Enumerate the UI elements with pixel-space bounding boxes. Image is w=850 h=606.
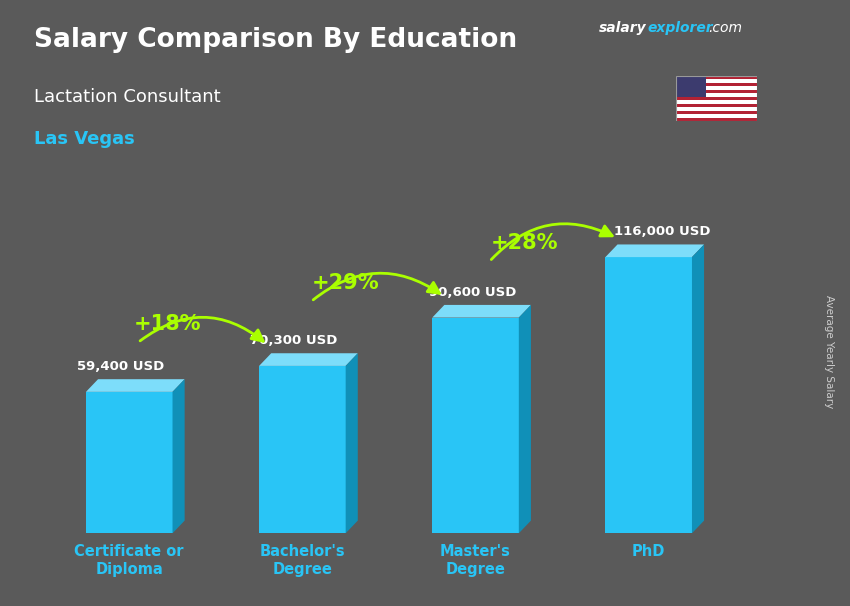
Polygon shape [86,392,173,533]
Bar [676,93,756,97]
Polygon shape [518,305,531,533]
Bar [676,90,756,93]
Polygon shape [692,244,704,533]
Text: +28%: +28% [490,233,558,253]
Text: 90,600 USD: 90,600 USD [428,286,516,299]
Text: Las Vegas: Las Vegas [34,130,135,148]
Text: +29%: +29% [312,273,379,293]
Bar [676,118,756,121]
Polygon shape [433,318,518,533]
Polygon shape [173,379,184,533]
Bar [676,86,756,90]
Bar [676,111,756,114]
Text: +18%: +18% [133,314,201,334]
Polygon shape [346,353,358,533]
Bar [676,79,756,83]
Bar [676,76,706,97]
Bar [676,107,756,111]
Bar [676,83,756,86]
Polygon shape [605,244,704,257]
Text: Salary Comparison By Education: Salary Comparison By Education [34,27,517,53]
Text: Lactation Consultant: Lactation Consultant [34,88,221,106]
Bar [676,114,756,118]
Polygon shape [86,379,184,392]
Text: 59,400 USD: 59,400 USD [77,360,165,373]
Text: explorer: explorer [648,21,713,35]
Polygon shape [259,353,358,366]
Bar [676,104,756,107]
Bar [676,76,756,79]
Polygon shape [605,257,692,533]
Text: Average Yearly Salary: Average Yearly Salary [824,295,834,408]
Bar [676,100,756,104]
Text: 116,000 USD: 116,000 USD [614,225,711,238]
Text: salary: salary [599,21,647,35]
Bar [676,97,756,100]
Text: .com: .com [708,21,742,35]
Polygon shape [433,305,531,318]
Polygon shape [259,366,346,533]
Text: 70,300 USD: 70,300 USD [251,335,337,347]
